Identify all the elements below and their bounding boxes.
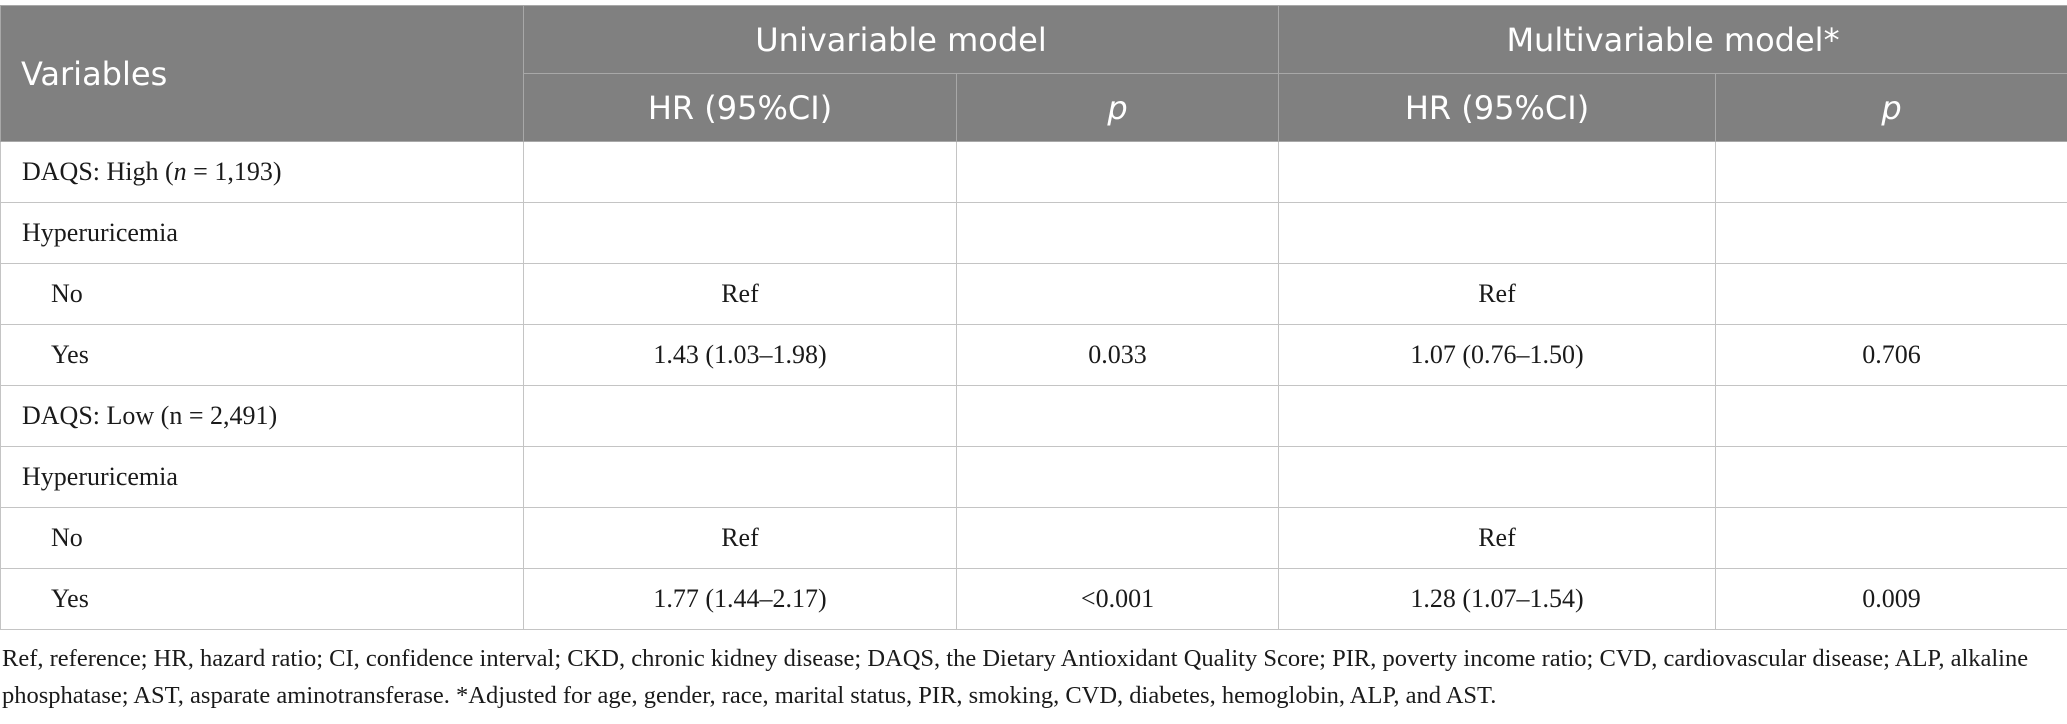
uni-p-cell: <0.001 bbox=[956, 568, 1279, 630]
table-body: DAQS: High (n = 1,193) Hyperuricemia No … bbox=[0, 141, 2067, 630]
multi-p-cell bbox=[1715, 141, 2067, 203]
uni-hr-cell bbox=[523, 385, 957, 447]
table-row: No Ref Ref bbox=[0, 507, 2067, 569]
uni-p-cell bbox=[956, 202, 1279, 264]
multi-p-cell: 0.706 bbox=[1715, 324, 2067, 386]
uni-hr-cell: 1.43 (1.03–1.98) bbox=[523, 324, 957, 386]
multi-p-cell bbox=[1715, 263, 2067, 325]
table-row: DAQS: Low (n = 2,491) bbox=[0, 385, 2067, 447]
multi-hr-header: HR (95%CI) bbox=[1278, 73, 1716, 142]
multi-hr-cell: 1.07 (0.76–1.50) bbox=[1278, 324, 1716, 386]
multi-p-cell bbox=[1715, 446, 2067, 508]
multi-hr-cell bbox=[1278, 202, 1716, 264]
row-label: Yes bbox=[0, 324, 524, 386]
table-row: Yes 1.77 (1.44–2.17) <0.001 1.28 (1.07–1… bbox=[0, 568, 2067, 630]
multi-hr-cell: 1.28 (1.07–1.54) bbox=[1278, 568, 1716, 630]
table-row: No Ref Ref bbox=[0, 263, 2067, 325]
uni-p-cell bbox=[956, 141, 1279, 203]
table-row: Hyperuricemia bbox=[0, 446, 2067, 508]
uni-p-header: p bbox=[956, 73, 1279, 142]
row-label: No bbox=[0, 507, 524, 569]
uni-p-cell: 0.033 bbox=[956, 324, 1279, 386]
uni-hr-cell bbox=[523, 446, 957, 508]
row-label-italic: n bbox=[173, 157, 187, 186]
row-label: Yes bbox=[0, 568, 524, 630]
multi-p-cell bbox=[1715, 202, 2067, 264]
multi-hr-cell bbox=[1278, 385, 1716, 447]
header-row-2: HR (95%CI) p HR (95%CI) p bbox=[1, 73, 2067, 142]
multi-p-cell: 0.009 bbox=[1715, 568, 2067, 630]
variables-header: Variables bbox=[0, 5, 524, 142]
uni-p-cell bbox=[956, 385, 1279, 447]
table-row: Hyperuricemia bbox=[0, 202, 2067, 264]
uni-hr-header: HR (95%CI) bbox=[523, 73, 957, 142]
row-label: DAQS: Low (n = 2,491) bbox=[0, 385, 524, 447]
multi-hr-cell: Ref bbox=[1278, 507, 1716, 569]
multi-p-cell bbox=[1715, 507, 2067, 569]
row-label: No bbox=[0, 263, 524, 325]
uni-p-cell bbox=[956, 263, 1279, 325]
table-footnote: Ref, reference; HR, hazard ratio; CI, co… bbox=[2, 645, 2029, 709]
univariable-header: Univariable model bbox=[523, 5, 1279, 74]
multi-hr-cell: Ref bbox=[1278, 263, 1716, 325]
uni-hr-cell bbox=[523, 202, 957, 264]
row-label: DAQS: High (n = 1,193) bbox=[0, 141, 524, 203]
header-row-1: Variables Univariable model Multivariabl… bbox=[0, 5, 2067, 142]
multivariable-header: Multivariable model* bbox=[1278, 5, 2067, 74]
row-label-suffix: = 1,193) bbox=[186, 157, 282, 186]
uni-p-cell bbox=[956, 507, 1279, 569]
uni-p-cell bbox=[956, 446, 1279, 508]
row-label: Hyperuricemia bbox=[0, 446, 524, 508]
results-table: Variables Univariable model Multivariabl… bbox=[0, 5, 2067, 630]
row-label-prefix: DAQS: High ( bbox=[22, 157, 174, 186]
multi-p-header: p bbox=[1715, 73, 2067, 142]
table-header: Variables Univariable model Multivariabl… bbox=[0, 5, 2067, 142]
uni-hr-cell: Ref bbox=[523, 507, 957, 569]
multi-hr-cell bbox=[1278, 446, 1716, 508]
row-label: Hyperuricemia bbox=[0, 202, 524, 264]
uni-hr-cell bbox=[523, 141, 957, 203]
multi-p-cell bbox=[1715, 385, 2067, 447]
multi-hr-cell bbox=[1278, 141, 1716, 203]
uni-hr-cell: 1.77 (1.44–2.17) bbox=[523, 568, 957, 630]
table-row: DAQS: High (n = 1,193) bbox=[0, 141, 2067, 203]
uni-hr-cell: Ref bbox=[523, 263, 957, 325]
table-row: Yes 1.43 (1.03–1.98) 0.033 1.07 (0.76–1.… bbox=[0, 324, 2067, 386]
